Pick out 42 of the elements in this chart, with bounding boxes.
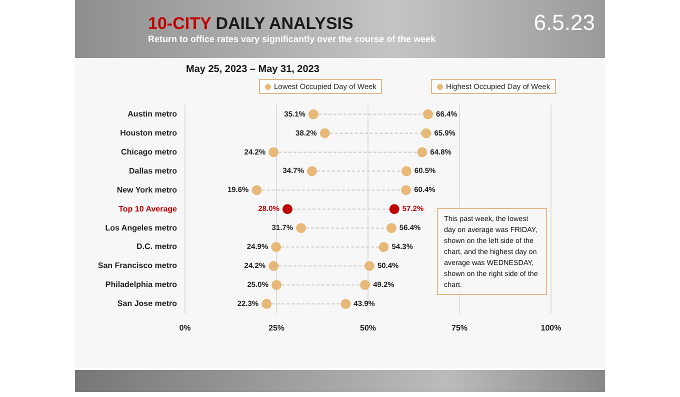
point (271, 242, 282, 252)
point (386, 223, 396, 234)
y-tick-label: San Francisco metro (98, 261, 178, 270)
point (364, 260, 374, 271)
y-tick-label: San Jose metro (117, 299, 178, 308)
y-tick-label: Top 10 Average (118, 204, 178, 214)
point (423, 109, 434, 120)
x-tick-label: 0% (179, 323, 191, 332)
y-tick-label: Philadelphia metro (105, 280, 178, 290)
chart-title: 10-CITY DAILY ANALYSIS (148, 14, 354, 34)
point (252, 185, 262, 196)
point (272, 280, 282, 290)
point (296, 223, 306, 234)
point (320, 128, 330, 138)
point (401, 185, 412, 196)
y-tick-label: Houston metro (120, 128, 178, 138)
point (282, 204, 292, 214)
chart-subtitle: Return to office rates vary significantly over the course of the week (148, 34, 436, 44)
text: 6.5.23 (534, 10, 595, 36)
x-tick-label: 50% (360, 323, 376, 332)
y-tick-label: New York metro (116, 185, 178, 194)
x-tick-label: 25% (268, 323, 285, 332)
point (307, 166, 317, 176)
point (421, 128, 432, 138)
point (262, 298, 272, 309)
point (340, 298, 351, 309)
point (401, 166, 412, 176)
x-tick-label: 75% (451, 323, 468, 332)
point (268, 147, 279, 158)
point (308, 109, 318, 120)
point (360, 280, 370, 290)
y-tick-label: Dallas metro (128, 166, 178, 176)
x-tick-label: 100% (540, 323, 562, 332)
point (389, 204, 400, 214)
y-tick-label: Chicago metro (120, 147, 178, 156)
text: May 25, 2023 – May 31, 2023 (186, 64, 320, 75)
point (417, 147, 428, 158)
point (268, 260, 279, 271)
y-tick-label: Los Angeles metro (105, 223, 178, 232)
y-tick-label: D.C. metro (136, 242, 178, 252)
point (378, 242, 389, 252)
y-tick-label: Austin metro (128, 109, 178, 118)
